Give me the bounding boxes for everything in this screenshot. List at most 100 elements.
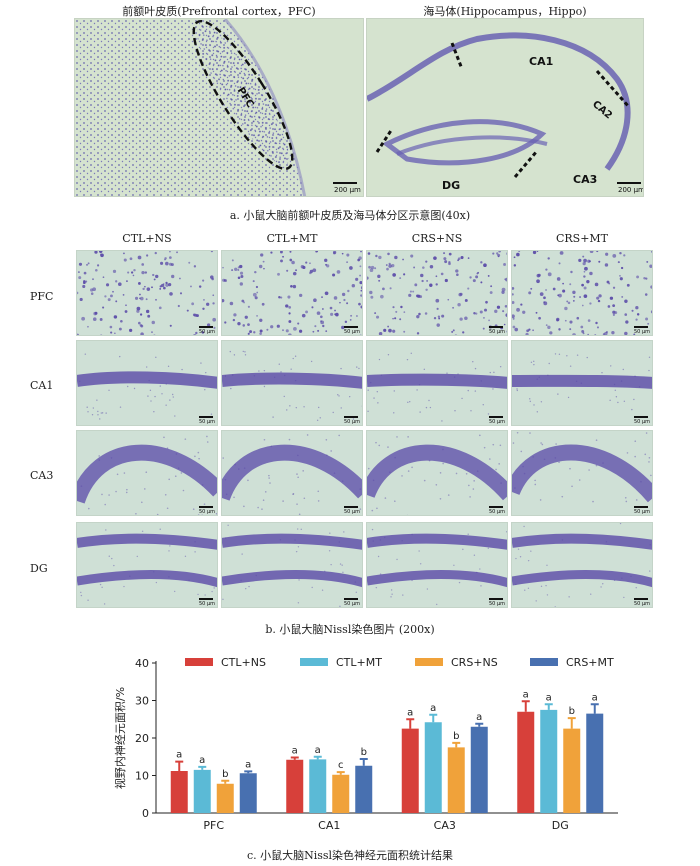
- significance-label: a: [245, 759, 251, 770]
- scale-bar: [489, 598, 503, 600]
- nissl-image-ca1-crs-ns: 50 μm: [366, 340, 508, 426]
- legend-swatch: [300, 658, 328, 666]
- scale-bar-label: 50 μm: [489, 329, 506, 335]
- nissl-image-dg-ctl-ns: 50 μm: [76, 522, 218, 608]
- legend-swatch: [415, 658, 443, 666]
- pfc-overview-drawing: PFC: [75, 19, 307, 196]
- nissl-image-ca3-ctl-ns: 50 μm: [76, 430, 218, 516]
- bar: [586, 713, 604, 813]
- scale-bar-label: 50 μm: [199, 601, 216, 607]
- nissl-image-pfc-crs-ns: 50 μm: [366, 250, 508, 336]
- y-tick-label: 20: [135, 732, 149, 745]
- y-tick-label: 0: [142, 807, 149, 820]
- bar: [540, 709, 558, 813]
- bar: [447, 747, 465, 813]
- scale-bar: [199, 598, 213, 600]
- significance-label: a: [476, 712, 482, 723]
- significance-label: a: [176, 750, 182, 761]
- significance-label: a: [546, 692, 552, 703]
- column-label-ctl-mt: CTL+MT: [266, 232, 318, 245]
- bar: [424, 722, 442, 813]
- x-category-label: DG: [552, 819, 569, 832]
- nissl-image-ca3-crs-mt: 50 μm: [511, 430, 653, 516]
- bar: [309, 759, 327, 813]
- significance-label: a: [430, 703, 436, 714]
- nissl-image-dg-ctl-mt: 50 μm: [221, 522, 363, 608]
- nissl-image-pfc-ctl-ns: 50 μm: [76, 250, 218, 336]
- significance-label: c: [338, 760, 344, 771]
- scale-bar: [634, 326, 648, 328]
- significance-label: b: [453, 731, 459, 742]
- nissl-image-dg-crs-ns: 50 μm: [366, 522, 508, 608]
- nissl-image-ca1-crs-mt: 50 μm: [511, 340, 653, 426]
- nissl-image-ca1-ctl-ns: 50 μm: [76, 340, 218, 426]
- scale-bar: [344, 416, 358, 418]
- scale-bar: [489, 416, 503, 418]
- panel-b-caption: b. 小鼠大脑Nissl染色图片 (200x): [265, 623, 435, 636]
- panel-c-caption: c. 小鼠大脑Nissl染色神经元面积统计结果: [246, 849, 454, 862]
- legend-swatch: [185, 658, 213, 666]
- significance-label: a: [199, 755, 205, 766]
- scale-bar-label: 50 μm: [344, 601, 361, 607]
- nissl-image-pfc-ctl-mt: 50 μm: [221, 250, 363, 336]
- legend-label: CTL+MT: [336, 656, 382, 669]
- column-label-crs-mt: CRS+MT: [555, 232, 609, 245]
- neuron-area-bar-chart: 0 10 20 30 40 视野内神经元面积/% a a b a PFC a a c b CA1 a a b a CA3…: [113, 656, 618, 832]
- ca3-region-label: CA3: [573, 173, 597, 186]
- significance-label: a: [592, 692, 598, 703]
- panel-a-caption: a. 小鼠大脑前额叶皮质及海马体分区示意图(40x): [229, 209, 471, 222]
- nissl-image-pfc-crs-mt: 50 μm: [511, 250, 653, 336]
- nissl-image-ca1-ctl-mt: 50 μm: [221, 340, 363, 426]
- hippo-panel-title: 海马体(Hippocampus，Hippo): [423, 5, 587, 18]
- y-tick-label: 40: [135, 657, 149, 670]
- scale-bar: [199, 416, 213, 418]
- bar: [216, 783, 234, 813]
- scale-bar: [617, 182, 641, 184]
- bar: [517, 711, 535, 813]
- bar: [355, 765, 373, 813]
- legend-label: CRS+MT: [566, 656, 614, 669]
- bar: [332, 774, 350, 813]
- scale-bar-label: 50 μm: [634, 419, 651, 425]
- scale-bar: [333, 182, 357, 184]
- scale-bar: [489, 326, 503, 328]
- ca1-region-label: CA1: [529, 55, 553, 68]
- scale-bar: [199, 506, 213, 508]
- scale-bar-label: 50 μm: [199, 509, 216, 515]
- scale-bar: [344, 598, 358, 600]
- bar: [401, 728, 419, 813]
- bar: [286, 759, 304, 813]
- legend-label: CRS+NS: [451, 656, 498, 669]
- legend-label: CTL+NS: [221, 656, 266, 669]
- significance-label: a: [292, 746, 298, 757]
- nissl-image-ca3-ctl-mt: 50 μm: [221, 430, 363, 516]
- bar: [170, 771, 188, 813]
- pfc-panel-title: 前额叶皮质(Prefrontal cortex，PFC): [122, 5, 316, 18]
- row-label-ca1: CA1: [30, 379, 54, 392]
- significance-label: a: [315, 745, 321, 756]
- legend-swatch: [530, 658, 558, 666]
- significance-label: b: [222, 769, 228, 780]
- y-tick-label: 30: [135, 695, 149, 708]
- ca2-region-label: CA2: [590, 99, 614, 122]
- x-category-label: CA1: [318, 819, 340, 832]
- scale-bar-label: 200 μm: [334, 186, 361, 194]
- column-label-crs-ns: CRS+NS: [411, 232, 463, 245]
- scale-bar-label: 50 μm: [489, 419, 506, 425]
- bar: [470, 726, 488, 813]
- significance-label: b: [361, 747, 367, 758]
- dg-region-label: DG: [442, 179, 460, 192]
- pfc-overview-image: PFC 200 μm: [74, 18, 364, 197]
- y-tick-label: 10: [135, 770, 149, 783]
- scale-bar-label: 50 μm: [199, 329, 216, 335]
- scale-bar-label: 50 μm: [634, 329, 651, 335]
- nissl-image-ca3-crs-ns: 50 μm: [366, 430, 508, 516]
- scale-bar: [634, 598, 648, 600]
- x-category-label: PFC: [203, 819, 224, 832]
- bar: [239, 773, 257, 813]
- hippo-overview-drawing: CA1 CA2 CA3 DG: [367, 32, 631, 192]
- scale-bar-label: 50 μm: [199, 419, 216, 425]
- scale-bar-label: 50 μm: [634, 509, 651, 515]
- row-label-dg: DG: [30, 562, 48, 575]
- hippo-overview-image: CA1 CA2 CA3 DG 200 μm: [366, 18, 644, 197]
